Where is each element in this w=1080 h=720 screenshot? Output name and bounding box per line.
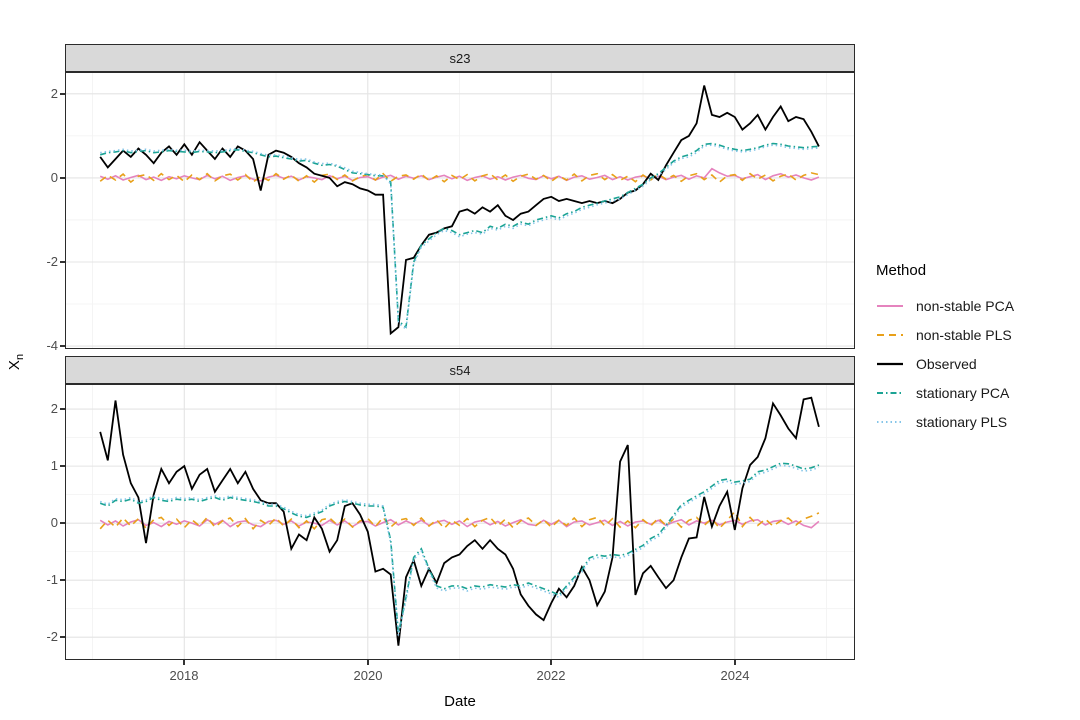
legend-title: Method [876,262,927,279]
facet-strip-label: s23 [449,50,471,66]
legend-item-non-stable-pca: non-stable PCA [876,291,1014,320]
y-tick [60,636,65,638]
y-tick-label: -2 [46,254,58,269]
legend-key-line-icon [877,304,903,307]
legend-item-non-stable-pls: non-stable PLS [876,320,1014,349]
y-tick [60,579,65,581]
x-tick-label: 2022 [536,668,566,683]
y-tick-label: 1 [50,458,58,473]
x-tick-label: 2024 [720,668,750,683]
y-tick-label: 2 [50,86,58,101]
y-tick [60,177,65,179]
panel-s54-canvas [65,384,855,660]
legend-item-observed: Observed [876,349,1014,378]
plot-panel-s23 [65,72,855,349]
panel-s23-canvas [65,72,855,349]
y-axis-title: Xn [6,353,26,371]
plot-panel-s54 [65,384,855,660]
x-tick [550,660,552,665]
legend-item-stationary-pca: stationary PCA [876,378,1014,407]
y-tick-label: -1 [46,572,58,587]
x-tick [367,660,369,665]
y-tick [60,345,65,347]
y-tick-label: 2 [50,401,58,416]
y-tick [60,522,65,524]
facet-strip-s23: s23 [65,44,855,72]
y-tick [60,93,65,95]
y-tick-label: -4 [46,338,58,353]
y-tick [60,261,65,263]
facet-strip-label: s54 [449,362,471,378]
y-tick-label: 0 [50,170,58,185]
x-tick-label: 2018 [169,668,199,683]
legend-key-line-icon [877,420,903,423]
x-tick [183,660,185,665]
y-tick [60,465,65,467]
y-tick-label: -2 [46,629,58,644]
x-axis-title: Date [444,693,476,710]
legend-item-stationary-pls: stationary PLS [876,407,1014,436]
legend-key-line-icon [877,333,903,336]
x-tick-label: 2020 [353,668,383,683]
legend-key-line-icon [877,362,903,365]
facet-strip-s54: s54 [65,356,855,384]
legend: Method non-stable PCA non-stable PLS Obs… [876,262,1014,436]
y-tick [60,408,65,410]
y-tick-label: 0 [50,515,58,530]
legend-key-line-icon [877,391,903,394]
x-tick [734,660,736,665]
